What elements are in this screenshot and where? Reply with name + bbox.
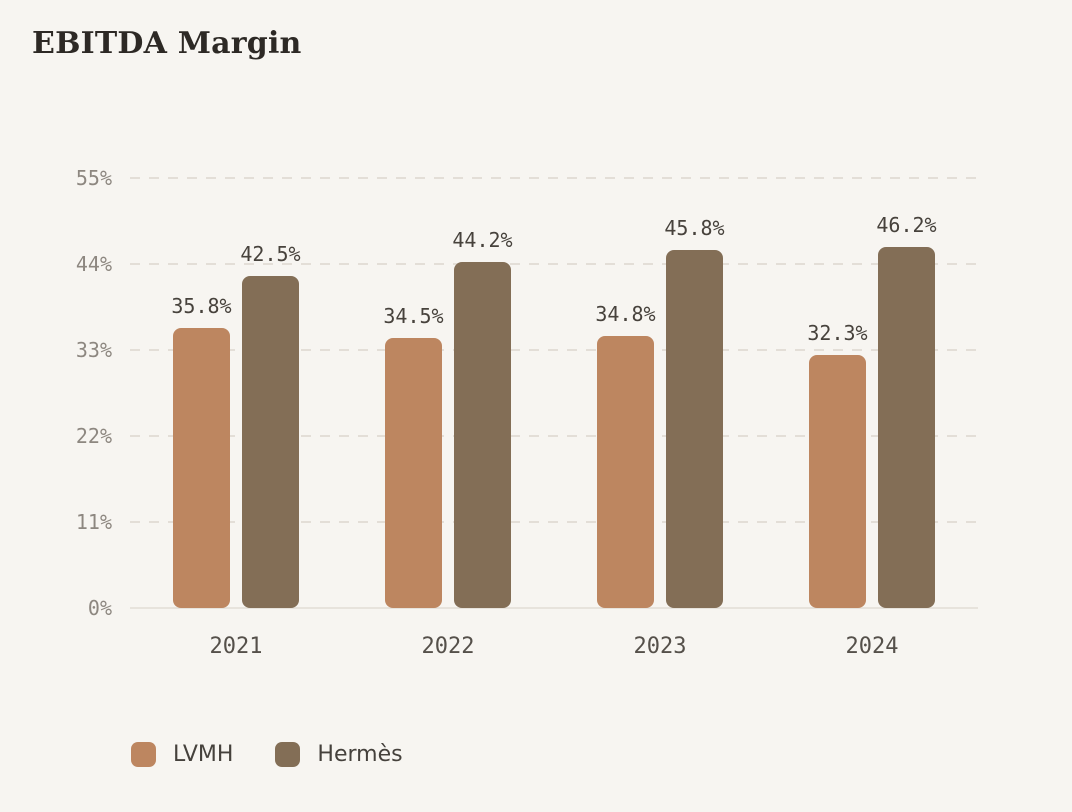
legend-item-lvmh[interactable]: LVMH (131, 742, 233, 767)
hermes-swatch-icon (275, 742, 301, 767)
lvmh-swatch-icon (131, 742, 156, 767)
bar-hermes-2022[interactable] (454, 262, 511, 608)
y-tick-label-22: 22% (75, 424, 112, 448)
legend-label-hermes: Hermès (317, 742, 403, 767)
bar-lvmh-2021[interactable] (173, 328, 230, 608)
value-label-hermes-2023: 45.8% (664, 215, 725, 240)
value-label-hermes-2022: 44.2% (452, 228, 513, 253)
x-category-label-2023: 2023 (633, 634, 687, 659)
bar-hermes-2024[interactable] (878, 246, 935, 608)
bar-lvmh-2023[interactable] (597, 335, 654, 608)
bar-lvmh-2024[interactable] (809, 355, 866, 608)
value-label-lvmh-2021: 35.8% (171, 294, 232, 319)
y-tick-label-55: 55% (75, 166, 112, 190)
bar-hermes-2023[interactable] (666, 249, 723, 608)
value-label-hermes-2024: 46.2% (876, 212, 937, 237)
gridline-55 (130, 177, 978, 179)
legend: LVMH Hermès (131, 742, 403, 767)
y-tick-label-33: 33% (75, 338, 112, 362)
chart-title: EBITDA Margin (32, 26, 302, 61)
gridline-33 (130, 349, 978, 351)
x-category-label-2022: 2022 (421, 634, 475, 659)
value-label-hermes-2021: 42.5% (240, 241, 301, 266)
y-tick-label-0: 0% (87, 596, 112, 620)
value-label-lvmh-2024: 32.3% (807, 321, 868, 346)
gridline-44 (130, 263, 978, 265)
x-category-label-2021: 2021 (209, 634, 263, 659)
bar-lvmh-2022[interactable] (385, 338, 442, 608)
y-tick-label-44: 44% (75, 252, 112, 276)
bar-hermes-2021[interactable] (242, 275, 299, 608)
gridline-22 (130, 435, 978, 437)
legend-item-hermes[interactable]: Hermès (275, 742, 403, 767)
legend-label-lvmh: LVMH (173, 742, 234, 767)
x-axis-line (130, 607, 978, 609)
value-label-lvmh-2023: 34.8% (595, 301, 656, 326)
y-tick-label-11: 11% (75, 510, 112, 534)
value-label-lvmh-2022: 34.5% (383, 304, 444, 329)
x-category-label-2024: 2024 (845, 634, 899, 659)
gridline-11 (130, 521, 978, 523)
